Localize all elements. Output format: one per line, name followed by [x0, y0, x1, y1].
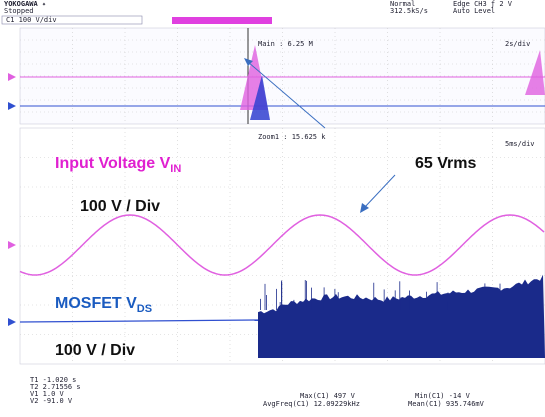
- avgfreq: AvgFreq(C1) 12.09229kHz: [263, 400, 360, 408]
- main-label: Main : 6.25 M: [258, 40, 313, 48]
- vds-scale: 100 V / Div: [55, 342, 135, 359]
- t2: T2 2.71556 s: [30, 383, 81, 391]
- vds-label: MOSFET VDS: [55, 295, 152, 315]
- arrow-line: [247, 61, 326, 129]
- vds-baseline: [19, 319, 259, 323]
- t1: T1 -1.020 s: [30, 376, 76, 384]
- arrow-head: [244, 58, 253, 66]
- vin-scale: 100 V / Div: [80, 198, 160, 215]
- max: Max(C1) 497 V: [300, 392, 356, 400]
- burst: [250, 75, 270, 120]
- vin-label: Input Voltage VIN: [55, 155, 181, 175]
- overview-timebase: 2s/div: [505, 40, 530, 48]
- level-marker: [8, 241, 16, 249]
- mean: Mean(C1) 935.746mV: [408, 400, 485, 408]
- level-marker: [8, 318, 16, 326]
- channel: C1 100 V/div: [6, 16, 57, 24]
- brand: YOKOGAWA ✦: [4, 0, 47, 8]
- zoom-timebase: 5ms/div: [505, 140, 535, 148]
- v1: V1 1.0 V: [30, 390, 65, 398]
- arrow-line: [363, 174, 396, 209]
- zoom-label: Zoom1 : 15.625 k: [258, 133, 326, 141]
- vin-wave: [19, 214, 545, 276]
- level-marker: [8, 102, 16, 110]
- v2: V2 -91.0 V: [30, 397, 73, 405]
- level-marker: [8, 73, 16, 81]
- burst: [525, 50, 545, 95]
- vds-wave: [258, 274, 545, 358]
- trigger: Edge CH3 ƒ 2 V: [453, 0, 513, 8]
- vrms-label: 65 Vrms: [415, 155, 476, 172]
- channel-box: [1, 15, 143, 25]
- state: Stopped: [4, 7, 34, 15]
- mode: Normal: [390, 0, 415, 8]
- min: Min(C1) -14 V: [415, 392, 471, 400]
- level: Auto Level: [453, 7, 495, 15]
- arrow-head: [360, 203, 369, 213]
- rate: 312.5kS/s: [390, 7, 428, 15]
- pink-tag: [172, 17, 272, 24]
